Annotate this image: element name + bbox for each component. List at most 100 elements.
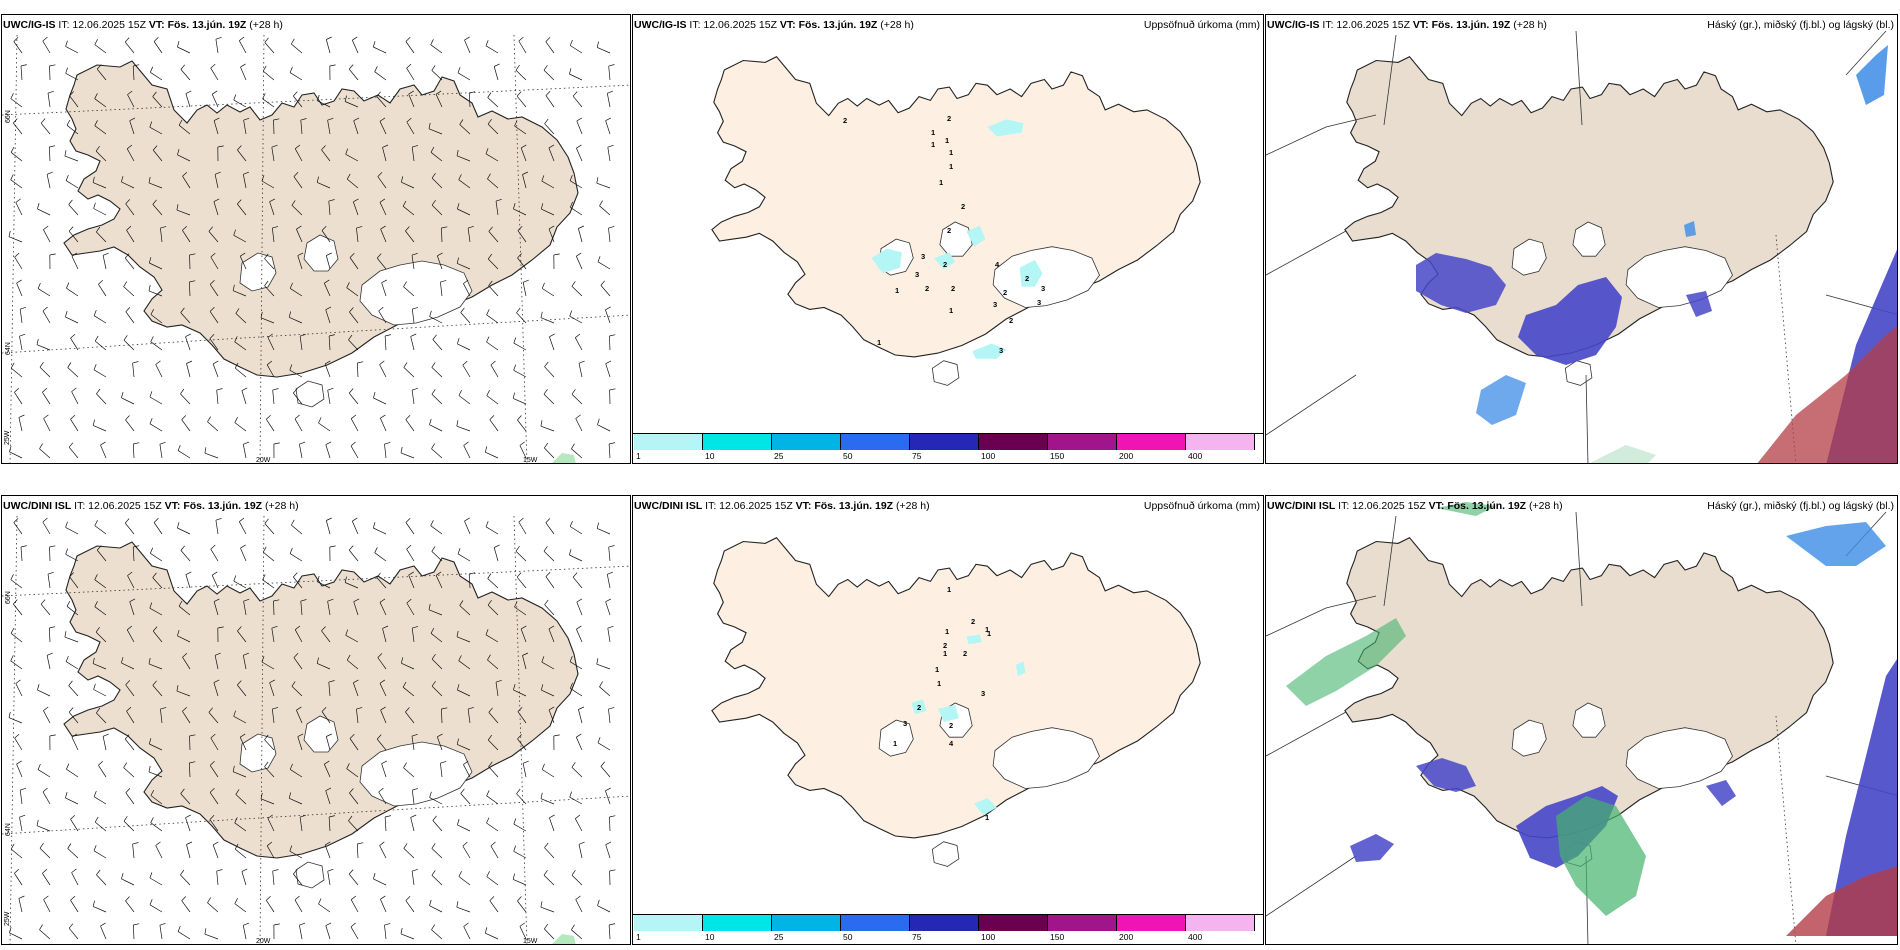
precip-value-label: 1 bbox=[895, 286, 899, 295]
wind-barb bbox=[328, 199, 335, 216]
wind-barb bbox=[348, 869, 359, 886]
wind-barb bbox=[92, 176, 107, 189]
wind-barb bbox=[217, 145, 224, 162]
wind-barb bbox=[490, 841, 499, 859]
colorbar-tick-label: 100 bbox=[981, 451, 996, 461]
wind-barb bbox=[606, 571, 614, 589]
wind-barb bbox=[374, 547, 387, 562]
wind-barb bbox=[234, 817, 247, 832]
wind-barb bbox=[239, 733, 247, 751]
wind-barb bbox=[13, 599, 23, 616]
wind-barb bbox=[294, 414, 303, 432]
wind-barb bbox=[10, 146, 23, 162]
wind-barb bbox=[327, 117, 334, 135]
wind-barb bbox=[349, 734, 359, 751]
wind-barb bbox=[518, 517, 527, 535]
graticule bbox=[1775, 715, 1797, 944]
wind-barb bbox=[543, 388, 555, 405]
wind-barb bbox=[273, 442, 280, 459]
wind-barb bbox=[209, 788, 219, 805]
wind-barb bbox=[299, 922, 306, 940]
wind-barb bbox=[93, 845, 107, 859]
region-boundary bbox=[1383, 34, 1397, 126]
precip-area bbox=[966, 634, 982, 645]
wind-barb bbox=[517, 896, 527, 913]
wind-barb bbox=[49, 734, 56, 751]
panel-title: UWC/IG-IS IT: 12.06.2025 15Z VT: Fös. 13… bbox=[1267, 19, 1547, 31]
precip-value-label: 3 bbox=[1041, 284, 1045, 293]
graticule-66n bbox=[2, 565, 630, 597]
lowmid-cloud bbox=[1757, 326, 1897, 463]
wind-barb bbox=[46, 171, 53, 189]
wind-barb bbox=[271, 707, 279, 724]
iceland-land bbox=[63, 541, 579, 859]
wind-barb bbox=[464, 36, 471, 54]
wind-barb bbox=[541, 282, 555, 297]
wind-barb bbox=[515, 64, 527, 81]
wind-barb bbox=[430, 146, 443, 162]
wind-barb bbox=[543, 546, 555, 562]
wind-barb bbox=[19, 787, 27, 805]
high-cloud bbox=[1590, 445, 1656, 463]
wind-barb bbox=[289, 364, 303, 378]
wind-barb bbox=[569, 68, 583, 81]
low-cloud bbox=[1826, 659, 1897, 936]
wind-barb bbox=[65, 40, 79, 54]
wind-barb bbox=[216, 388, 223, 405]
wind-barb bbox=[68, 226, 79, 243]
wind-barb bbox=[153, 37, 163, 54]
glacier bbox=[1564, 360, 1593, 386]
wind-barb bbox=[93, 790, 107, 805]
precip-value-label: 2 bbox=[971, 617, 975, 626]
wind-barb bbox=[129, 117, 136, 135]
wind-barb bbox=[233, 710, 247, 724]
wind-barb bbox=[377, 653, 387, 670]
colorbar-tick-label: 10 bbox=[705, 932, 715, 942]
wind-barb bbox=[299, 441, 306, 459]
wind-barb bbox=[571, 870, 583, 886]
wind-barb bbox=[569, 682, 583, 697]
glacier bbox=[239, 733, 277, 773]
wind-barb bbox=[512, 873, 527, 886]
wind-barb bbox=[599, 200, 611, 216]
wind-barb bbox=[213, 117, 220, 135]
wind-barb bbox=[94, 601, 107, 616]
wind-barb bbox=[64, 631, 79, 643]
wind-barb bbox=[212, 360, 219, 378]
wind-barb bbox=[597, 899, 611, 913]
wind-barb bbox=[436, 252, 443, 270]
wind-barb bbox=[96, 869, 107, 886]
wind-barb bbox=[578, 225, 585, 243]
wind-barb bbox=[152, 680, 163, 697]
wind-barb bbox=[350, 414, 359, 432]
wind-barb bbox=[441, 707, 448, 724]
wind-barb bbox=[428, 603, 443, 616]
wind-barb bbox=[271, 625, 278, 643]
wind-barb bbox=[544, 442, 555, 459]
precip-value-label: 2 bbox=[963, 649, 967, 658]
wind-barb bbox=[261, 656, 275, 670]
wind-barb bbox=[273, 599, 280, 616]
wind-barb bbox=[460, 788, 471, 805]
wind-barb bbox=[463, 760, 471, 778]
wind-barb bbox=[210, 63, 219, 81]
wind-barb bbox=[431, 654, 443, 670]
wind-barb bbox=[317, 94, 331, 108]
wind-barb bbox=[213, 679, 220, 697]
wind-barb bbox=[431, 173, 443, 189]
wind-barb bbox=[291, 681, 303, 697]
wind-barb bbox=[456, 149, 471, 162]
panel-wind-dini: UWC/DINI ISL IT: 12.06.2025 15Z VT: Fös.… bbox=[1, 495, 631, 945]
colorbar-tick-label: 1 bbox=[636, 451, 641, 461]
wind-barb bbox=[487, 118, 499, 135]
wind-barb bbox=[431, 199, 443, 216]
wind-barb bbox=[321, 145, 331, 162]
wind-barb bbox=[486, 817, 499, 832]
wind-barb bbox=[405, 37, 415, 54]
wind-barb bbox=[94, 816, 107, 832]
wind-barb bbox=[514, 601, 527, 616]
low-cloud bbox=[1686, 291, 1712, 317]
wind-barb bbox=[548, 144, 555, 162]
wind-barb bbox=[178, 119, 191, 135]
